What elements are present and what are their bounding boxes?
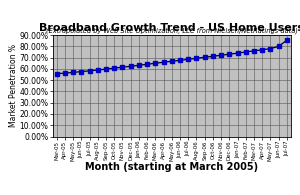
Y-axis label: Market Penetration %: Market Penetration % [9, 44, 18, 127]
Text: (Extrapolated by Web Site Optimization, LLC from Nielsen/NetRatings data): (Extrapolated by Web Site Optimization, … [46, 27, 298, 34]
Title: Broadband Growth Trend - US Home Users: Broadband Growth Trend - US Home Users [39, 23, 300, 33]
X-axis label: Month (starting at March 2005): Month (starting at March 2005) [85, 162, 258, 172]
